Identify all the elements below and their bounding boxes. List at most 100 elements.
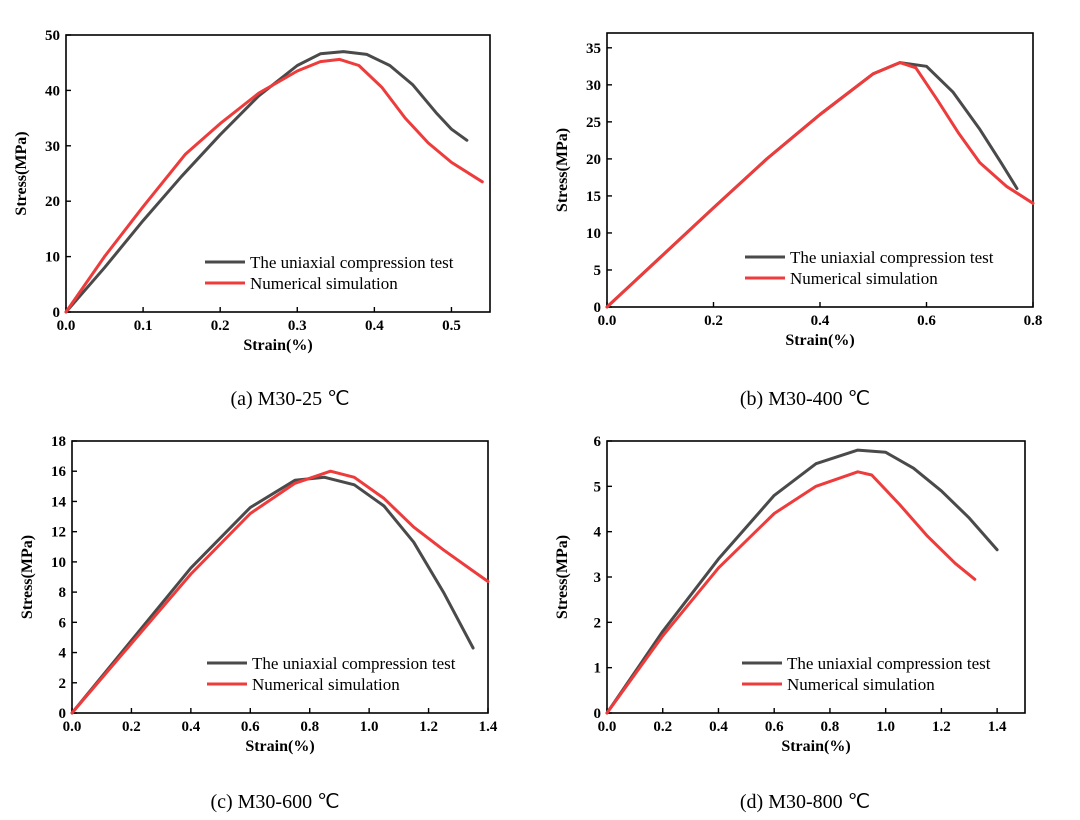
legend-label-test: The uniaxial compression test bbox=[787, 654, 991, 673]
y-tick-label: 10 bbox=[45, 250, 60, 266]
x-tick-label: 0.2 bbox=[122, 719, 141, 735]
test-data-point bbox=[435, 112, 437, 114]
simulation-data-point bbox=[353, 476, 355, 478]
test-data-point bbox=[815, 463, 817, 465]
x-tick-label: 0.6 bbox=[241, 719, 260, 735]
simulation-data-point bbox=[899, 503, 901, 506]
y-tick-label: 2 bbox=[59, 676, 67, 692]
x-tick-label: 0.4 bbox=[709, 719, 728, 735]
x-tick-label: 0.8 bbox=[821, 719, 840, 735]
test-data-point bbox=[472, 647, 474, 649]
panel-caption: (d) M30-800 ℃ bbox=[740, 791, 870, 813]
simulation-data-point bbox=[442, 549, 444, 551]
simulation-data-point bbox=[766, 158, 768, 160]
y-tick-label: 10 bbox=[51, 555, 66, 571]
y-axis-label: Stress(MPa) bbox=[554, 535, 571, 619]
x-tick-label: 0.6 bbox=[917, 313, 936, 329]
x-axis-label: Strain(%) bbox=[781, 738, 850, 755]
simulation-data-point bbox=[103, 256, 106, 258]
y-tick-label: 0 bbox=[53, 305, 61, 321]
simulation-data-point bbox=[773, 512, 775, 515]
y-tick-label: 0 bbox=[594, 300, 602, 316]
test-data-point bbox=[1016, 187, 1018, 190]
simulation-data-point bbox=[487, 580, 489, 583]
y-tick-label: 2 bbox=[594, 615, 602, 631]
simulation-data-point bbox=[294, 482, 296, 484]
test-data-point bbox=[466, 139, 468, 141]
simulation-data-point bbox=[606, 712, 608, 714]
test-data-point bbox=[389, 64, 391, 67]
test-data-point bbox=[442, 591, 444, 593]
test-data-point bbox=[912, 467, 915, 469]
y-tick-label: 4 bbox=[594, 525, 602, 541]
y-tick-label: 30 bbox=[586, 78, 601, 94]
y-tick-label: 0 bbox=[59, 706, 67, 722]
test-data-point bbox=[968, 517, 970, 519]
x-tick-label: 1.0 bbox=[876, 719, 895, 735]
x-tick-label: 1.4 bbox=[479, 719, 498, 735]
x-tick-label: 0.0 bbox=[598, 719, 617, 735]
simulation-data-point bbox=[329, 470, 332, 472]
x-tick-label: 0.2 bbox=[211, 318, 230, 334]
y-tick-label: 0 bbox=[594, 706, 602, 722]
x-tick-label: 0.4 bbox=[181, 719, 200, 735]
simulation-data-point bbox=[381, 87, 383, 89]
y-tick-label: 8 bbox=[59, 585, 67, 601]
x-tick-label: 0.4 bbox=[811, 313, 830, 329]
simulation-data-point bbox=[606, 306, 608, 308]
simulation-data-point bbox=[936, 99, 938, 101]
simulation-data-point bbox=[413, 526, 415, 528]
x-tick-label: 0.0 bbox=[598, 313, 617, 329]
x-axis-label: Strain(%) bbox=[243, 337, 312, 354]
x-tick-label: 0.0 bbox=[57, 318, 76, 334]
simulation-data-point bbox=[662, 635, 664, 637]
simulation-data-point bbox=[872, 73, 874, 75]
simulation-data-point bbox=[954, 562, 956, 565]
simulation-data-point bbox=[899, 62, 901, 64]
test-series-line bbox=[605, 448, 999, 715]
test-data-point bbox=[979, 128, 981, 130]
simulation-data-point bbox=[358, 64, 360, 67]
test-data-point bbox=[450, 128, 453, 130]
simulation-data-point bbox=[979, 162, 981, 164]
test-data-point bbox=[294, 479, 296, 481]
simulation-data-point bbox=[404, 117, 406, 119]
x-tick-label: 0.2 bbox=[704, 313, 723, 329]
test-data-point bbox=[717, 558, 720, 560]
simulation-data-point bbox=[190, 573, 192, 575]
simulation-data-point bbox=[659, 256, 661, 258]
x-tick-label: 0.5 bbox=[442, 318, 461, 334]
test-data-point bbox=[925, 65, 928, 67]
simulation-data-point bbox=[258, 92, 260, 94]
x-tick-label: 0.4 bbox=[365, 318, 384, 334]
y-tick-label: 4 bbox=[59, 646, 67, 662]
test-data-point bbox=[319, 53, 321, 55]
y-tick-label: 5 bbox=[594, 479, 602, 495]
simulation-data-point bbox=[926, 535, 929, 537]
y-tick-label: 5 bbox=[594, 263, 602, 279]
y-tick-label: 20 bbox=[45, 194, 60, 210]
y-tick-label: 15 bbox=[586, 189, 601, 205]
x-tick-label: 1.0 bbox=[360, 719, 379, 735]
y-tick-label: 14 bbox=[51, 494, 67, 510]
legend-label-simulation: Numerical simulation bbox=[250, 274, 398, 293]
simulation-data-point bbox=[957, 132, 960, 134]
panel-caption: (a) M30-25 ℃ bbox=[230, 388, 349, 410]
y-tick-label: 6 bbox=[594, 434, 602, 450]
simulation-data-point bbox=[184, 153, 187, 155]
simulation-data-point bbox=[71, 712, 73, 714]
y-axis-label: Stress(MPa) bbox=[19, 535, 36, 619]
simulation-data-point bbox=[717, 567, 720, 569]
simulation-data-point bbox=[296, 70, 298, 72]
simulation-data-point bbox=[142, 206, 144, 208]
x-axis-label: Strain(%) bbox=[785, 332, 854, 349]
simulation-data-point bbox=[819, 113, 821, 116]
simulation-data-point bbox=[339, 58, 341, 61]
y-tick-label: 1 bbox=[594, 661, 602, 677]
test-data-point bbox=[342, 51, 345, 53]
test-data-point bbox=[324, 476, 326, 478]
chart-panel: 0.0 0.2 0.4 0.6 0.8 1.0 1.2 1.4 0 1 2 3 4 5 6 Strain(%)… bbox=[554, 434, 1026, 813]
plot-frame bbox=[65, 34, 491, 313]
y-tick-label: 30 bbox=[45, 139, 60, 155]
